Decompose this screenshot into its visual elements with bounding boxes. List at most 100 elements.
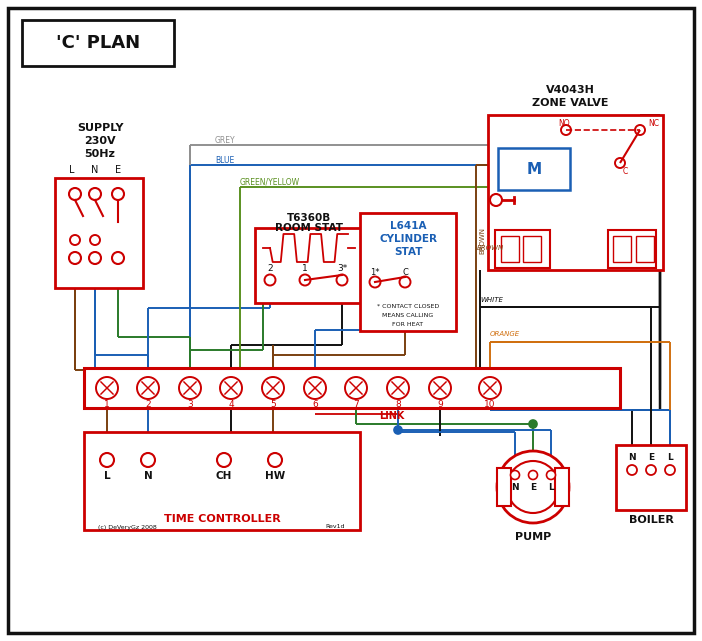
Text: E: E <box>115 165 121 175</box>
Text: C: C <box>402 267 408 276</box>
Circle shape <box>304 377 326 399</box>
Text: NO: NO <box>558 119 569 128</box>
Text: N: N <box>144 471 152 481</box>
Bar <box>488 115 663 270</box>
Text: BROWN: BROWN <box>477 245 504 251</box>
Circle shape <box>490 194 502 206</box>
Text: N: N <box>511 483 519 492</box>
Circle shape <box>262 377 284 399</box>
Circle shape <box>627 465 637 475</box>
Circle shape <box>70 235 80 245</box>
Text: M: M <box>526 162 541 176</box>
Text: 8: 8 <box>395 399 401 408</box>
Bar <box>523 236 541 262</box>
Circle shape <box>300 274 310 285</box>
Text: 4: 4 <box>228 399 234 408</box>
Text: LINK: LINK <box>379 411 404 421</box>
Text: 2: 2 <box>145 399 151 408</box>
Text: MEANS CALLING: MEANS CALLING <box>383 313 434 317</box>
Circle shape <box>336 274 347 285</box>
Text: FOR HEAT: FOR HEAT <box>392 322 423 326</box>
Text: GREY: GREY <box>215 135 236 144</box>
Bar <box>84 432 360 530</box>
Text: WHITE: WHITE <box>480 297 503 303</box>
Circle shape <box>394 426 402 434</box>
Text: BROWN: BROWN <box>479 226 485 253</box>
Text: 1: 1 <box>104 399 110 408</box>
Text: 6: 6 <box>312 399 318 408</box>
Bar <box>501 236 519 262</box>
Text: HW: HW <box>265 471 285 481</box>
Text: L641A: L641A <box>390 221 426 231</box>
Text: L: L <box>667 453 673 462</box>
Bar <box>616 445 686 510</box>
Circle shape <box>345 377 367 399</box>
Text: ORANGE: ORANGE <box>490 331 520 337</box>
Circle shape <box>429 377 451 399</box>
Text: ZONE VALVE: ZONE VALVE <box>531 98 608 108</box>
Text: V4043H: V4043H <box>545 85 595 95</box>
Circle shape <box>665 465 675 475</box>
Text: 'C' PLAN: 'C' PLAN <box>56 34 140 52</box>
Text: NC: NC <box>648 119 659 128</box>
Circle shape <box>217 453 231 467</box>
Circle shape <box>90 235 100 245</box>
Bar <box>55 178 143 288</box>
Circle shape <box>268 453 282 467</box>
Text: STAT: STAT <box>394 247 422 257</box>
Text: CH: CH <box>216 471 232 481</box>
Circle shape <box>387 377 409 399</box>
Circle shape <box>529 470 538 479</box>
Circle shape <box>96 377 118 399</box>
Text: 5: 5 <box>270 399 276 408</box>
Text: E: E <box>648 453 654 462</box>
Bar <box>360 213 456 331</box>
Text: N: N <box>91 165 99 175</box>
Text: 50Hz: 50Hz <box>84 149 115 159</box>
Bar <box>497 468 511 506</box>
Circle shape <box>69 188 81 200</box>
Text: L: L <box>104 471 110 481</box>
Text: N: N <box>628 453 636 462</box>
Bar <box>636 236 654 262</box>
Circle shape <box>89 252 101 264</box>
Circle shape <box>100 453 114 467</box>
Text: GREEN/YELLOW: GREEN/YELLOW <box>240 178 300 187</box>
Text: L: L <box>69 165 74 175</box>
Text: 7: 7 <box>353 399 359 408</box>
Text: SUPPLY: SUPPLY <box>77 123 124 133</box>
Circle shape <box>137 377 159 399</box>
Bar <box>495 230 550 268</box>
Circle shape <box>369 276 380 288</box>
Circle shape <box>112 252 124 264</box>
Circle shape <box>112 188 124 200</box>
Bar <box>255 228 363 303</box>
Text: * CONTACT CLOSED: * CONTACT CLOSED <box>377 303 439 308</box>
Text: CYLINDER: CYLINDER <box>379 234 437 244</box>
Text: 1*: 1* <box>370 267 380 276</box>
Bar <box>613 236 631 262</box>
Circle shape <box>646 465 656 475</box>
Circle shape <box>69 252 81 264</box>
Circle shape <box>510 470 519 479</box>
Circle shape <box>220 377 242 399</box>
Text: 1: 1 <box>302 263 308 272</box>
Circle shape <box>399 276 411 288</box>
Text: 3*: 3* <box>337 263 347 272</box>
Circle shape <box>497 451 569 523</box>
Text: ROOM STAT: ROOM STAT <box>275 223 343 233</box>
Text: BLUE: BLUE <box>215 156 234 165</box>
Bar <box>555 468 569 506</box>
Text: C: C <box>623 167 628 176</box>
Text: L: L <box>548 483 554 492</box>
Circle shape <box>546 470 555 479</box>
Bar <box>22 20 174 66</box>
Bar <box>84 368 620 408</box>
Circle shape <box>179 377 201 399</box>
Text: 10: 10 <box>484 399 496 408</box>
Circle shape <box>141 453 155 467</box>
Bar <box>608 230 656 268</box>
Text: 9: 9 <box>437 399 443 408</box>
Text: 230V: 230V <box>84 136 116 146</box>
Circle shape <box>529 420 537 428</box>
